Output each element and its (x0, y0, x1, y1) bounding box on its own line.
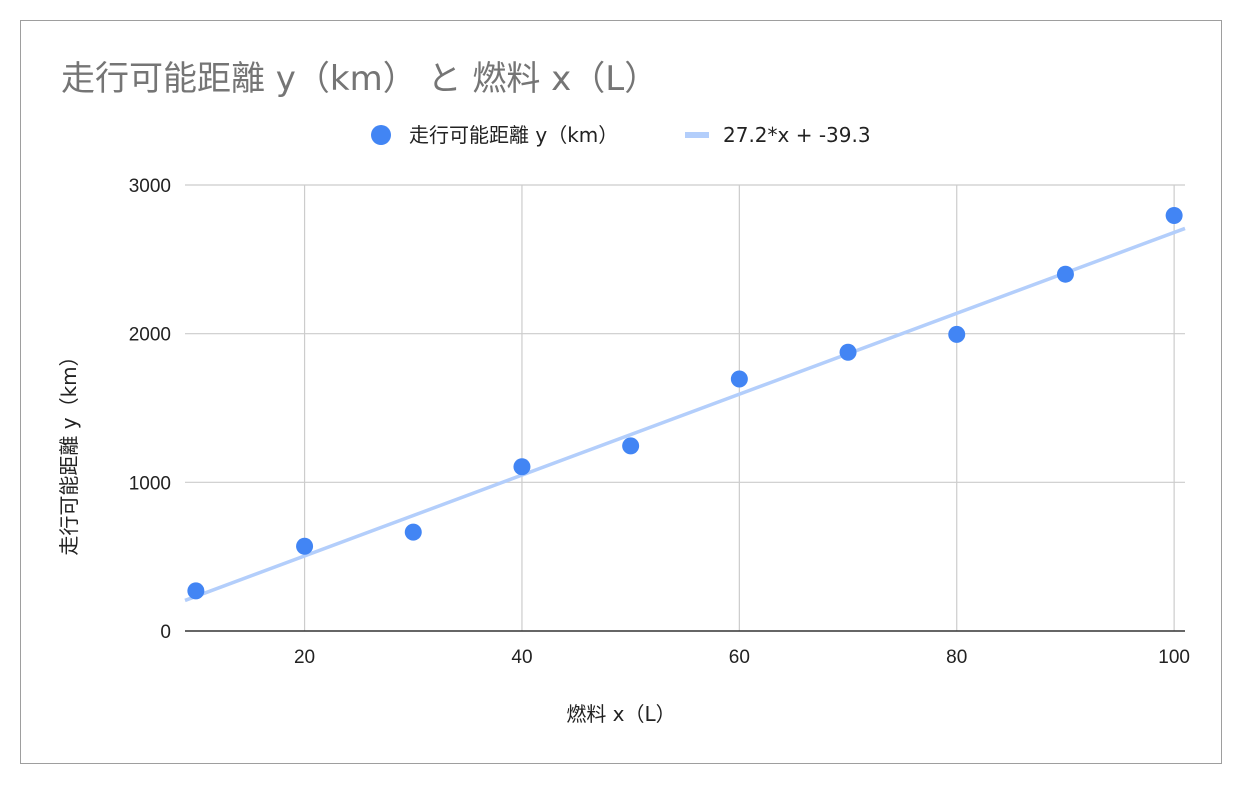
y-tick-labels: 0 1000 2000 3000 (129, 176, 171, 643)
data-point[interactable] (1165, 206, 1183, 224)
legend-marker-series (371, 125, 391, 145)
x-tick-label: 60 (729, 647, 750, 668)
data-point[interactable] (404, 523, 422, 541)
y-axis-title: 走行可能距離 y（km） (57, 346, 81, 555)
y-tick-label: 1000 (129, 473, 171, 494)
trendline-path (184, 226, 1186, 603)
data-point[interactable] (296, 537, 314, 555)
data-point[interactable] (513, 458, 531, 476)
data-point[interactable] (1056, 265, 1074, 283)
chart-svg: 走行可能距離 y（km） と 燃料 x（L） 走行可能距離 y（km） 27.2… (57, 59, 1190, 726)
y-tick-label: 0 (160, 622, 171, 643)
x-tick-label: 100 (1158, 647, 1190, 668)
chart-container: 走行可能距離 y（km） と 燃料 x（L） 走行可能距離 y（km） 27.2… (20, 20, 1222, 764)
legend-label-series: 走行可能距離 y（km） (409, 123, 618, 147)
legend-marker-trendline (685, 132, 709, 138)
x-axis-title: 燃料 x（L） (566, 702, 675, 726)
data-points (187, 206, 1183, 600)
x-tick-label: 20 (294, 647, 315, 668)
data-point[interactable] (622, 437, 640, 455)
gridlines (185, 184, 1185, 631)
x-tick-label: 80 (946, 647, 967, 668)
x-tick-label: 40 (511, 647, 532, 668)
x-tick-labels: 20 40 60 80 100 (294, 647, 1190, 668)
data-point[interactable] (948, 325, 966, 343)
data-point[interactable] (187, 582, 205, 600)
chart-title: 走行可能距離 y（km） と 燃料 x（L） (61, 59, 658, 99)
data-point[interactable] (839, 343, 857, 361)
y-tick-label: 3000 (129, 176, 171, 197)
data-point[interactable] (730, 370, 748, 388)
y-tick-label: 2000 (129, 325, 171, 346)
legend: 走行可能距離 y（km） 27.2*x + -39.3 (371, 123, 871, 147)
legend-label-trendline: 27.2*x + -39.3 (723, 123, 871, 147)
trendline (184, 226, 1186, 603)
